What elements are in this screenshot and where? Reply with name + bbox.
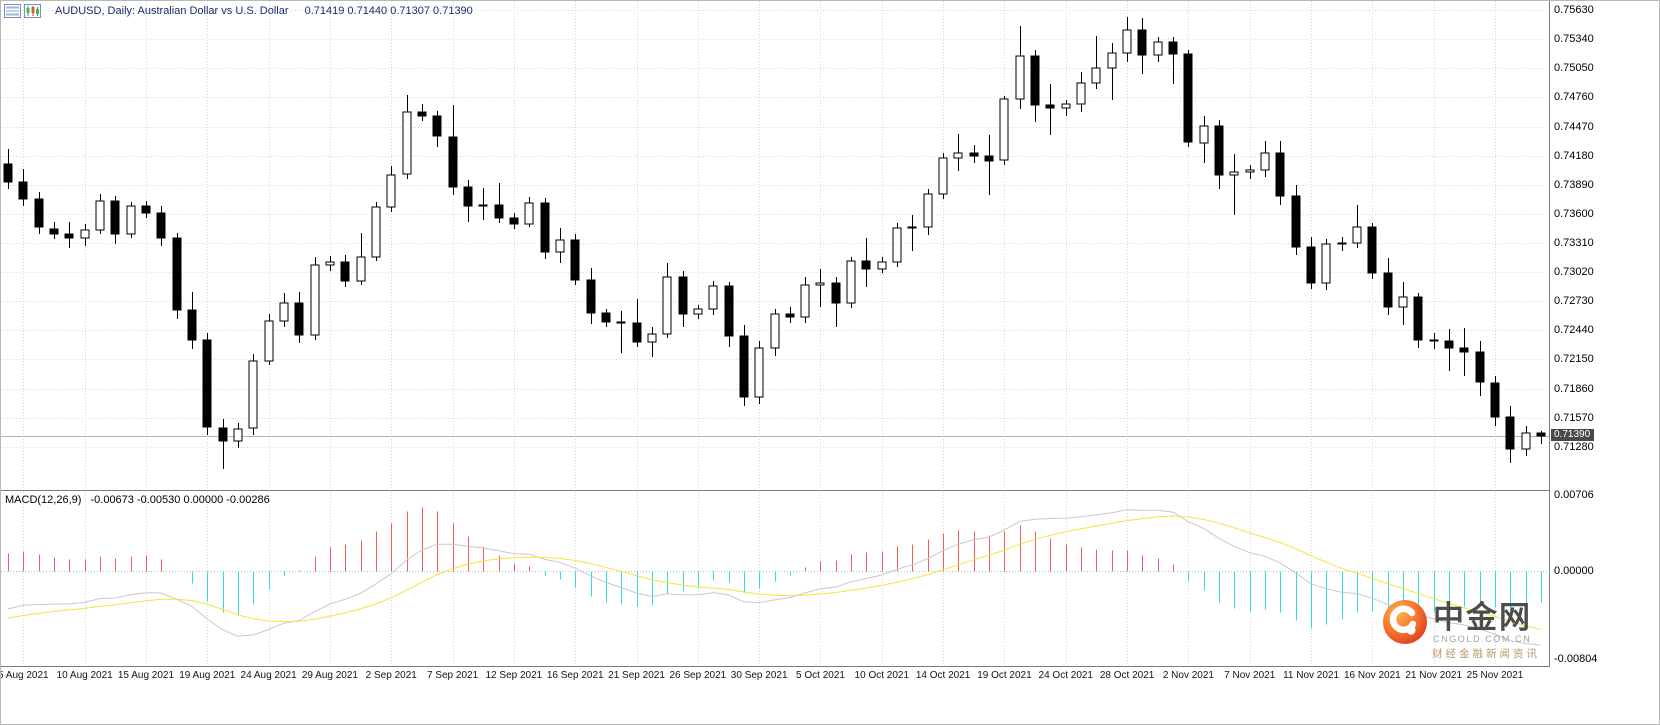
date-axis-label: 19 Oct 2021 [977,670,1032,681]
date-axis-label: 11 Nov 2021 [1283,670,1340,681]
date-axis-label: 5 Oct 2021 [796,670,845,681]
cngold-watermark: 中金网 CNGOLD.COM.CN 财经金融新闻资讯 [1382,599,1540,661]
price-axis-label: 0.74760 [1554,91,1594,104]
date-axis-label: 25 Nov 2021 [1466,670,1524,681]
current-price-tag: 0.71390 [1551,428,1595,441]
price-axis[interactable]: 0.71390 0.75630 0.75340 0.75050 0.74760 0.74… [1550,1,1659,724]
date-axis-label: 10 Aug 2021 [56,670,113,681]
date-axis-label: 7 Sep 2021 [426,670,479,681]
cngold-logo-icon [1383,600,1427,644]
price-axis-label: 0.74470 [1554,120,1594,133]
price-axis-label: 0.73310 [1554,236,1594,249]
chart-title-bar: AUDUSD, Daily: Australian Dollar vs U.S.… [4,4,473,18]
date-axis-label: 7 Nov 2021 [1224,670,1276,681]
time-axis[interactable]: 5 Aug 2021 10 Aug 2021 15 Aug 2021 19 Aug 2… [1,667,1549,687]
symbol-info: AUDUSD, Daily: Australian Dollar vs U.S.… [55,5,289,17]
price-axis-label: 0.73020 [1554,266,1594,279]
date-axis-label: 16 Sep 2021 [546,670,604,681]
date-axis-label: 16 Nov 2021 [1344,670,1401,681]
candlestick-chart-icon[interactable] [24,4,41,18]
date-axis-label: 29 Aug 2021 [301,670,358,681]
date-axis-label: 30 Sep 2021 [730,670,788,681]
price-axis-label: 0.73890 [1554,178,1594,191]
date-axis-label: 2 Nov 2021 [1162,670,1214,681]
watermark-domain: CNGOLD.COM.CN [1433,633,1532,644]
macd-axis-label: 0.00706 [1554,488,1594,501]
price-axis-label: 0.71860 [1554,382,1594,395]
price-axis-label: 0.71570 [1554,411,1594,424]
price-axis-label: 0.72150 [1554,353,1594,366]
price-axis-label: 0.75630 [1554,4,1594,17]
chart-list-icon[interactable] [4,4,21,18]
macd-axis-label: 0.00000 [1554,565,1594,578]
chart-title: AUDUSD, Daily: Australian Dollar vs U.S.… [55,5,473,17]
indicator-label: MACD(12,26,9) -0.00673 -0.00530 0.00000 … [5,494,270,506]
axis-separator [1549,1,1550,666]
macd-indicator-pane[interactable]: MACD(12,26,9) -0.00673 -0.00530 0.00000 … [1,492,1549,665]
date-axis-label: 19 Aug 2021 [179,670,236,681]
price-axis-label: 0.71280 [1554,440,1594,453]
date-axis-label: 15 Aug 2021 [117,670,175,681]
watermark-brand: 中金网 [1433,599,1532,635]
watermark-tagline: 财经金融新闻资讯 [1432,648,1540,660]
date-axis-label: 21 Nov 2021 [1405,670,1463,681]
candlestick-chart[interactable] [1,1,1549,489]
price-axis-label: 0.72730 [1554,295,1594,308]
date-axis-label: 2 Sep 2021 [365,670,417,681]
date-axis-label: 24 Aug 2021 [240,670,297,681]
date-axis-label: 5 Aug 2021 [1,670,49,681]
macd-chart[interactable] [1,492,1549,665]
date-axis-label: 26 Sep 2021 [669,670,727,681]
price-axis-label: 0.74180 [1554,149,1594,162]
macd-axis-label: -0.00804 [1554,652,1598,665]
price-axis-label: 0.72440 [1554,324,1594,337]
pane-separator [1,666,1659,667]
price-axis-label: 0.75340 [1554,33,1594,46]
ohlc-values: 0.71419 0.71440 0.71307 0.71390 [304,5,473,17]
indicator-name: MACD(12,26,9) [5,494,82,506]
date-axis-label: 10 Oct 2021 [854,670,910,681]
date-axis-label: 12 Sep 2021 [485,670,543,681]
macd-main-line [7,509,1542,646]
date-axis-label: 14 Oct 2021 [915,670,971,681]
indicator-values: -0.00673 -0.00530 0.00000 -0.00286 [90,494,270,506]
price-chart-pane[interactable] [1,1,1549,489]
macd-signal-line [7,515,1542,631]
pane-separator[interactable] [1,490,1659,491]
date-axis-label: 24 Oct 2021 [1038,670,1093,681]
date-axis-label: 21 Sep 2021 [608,670,665,681]
date-axis-label: 28 Oct 2021 [1099,670,1155,681]
price-axis-label: 0.73600 [1554,207,1594,220]
price-axis-label: 0.75050 [1554,62,1594,75]
